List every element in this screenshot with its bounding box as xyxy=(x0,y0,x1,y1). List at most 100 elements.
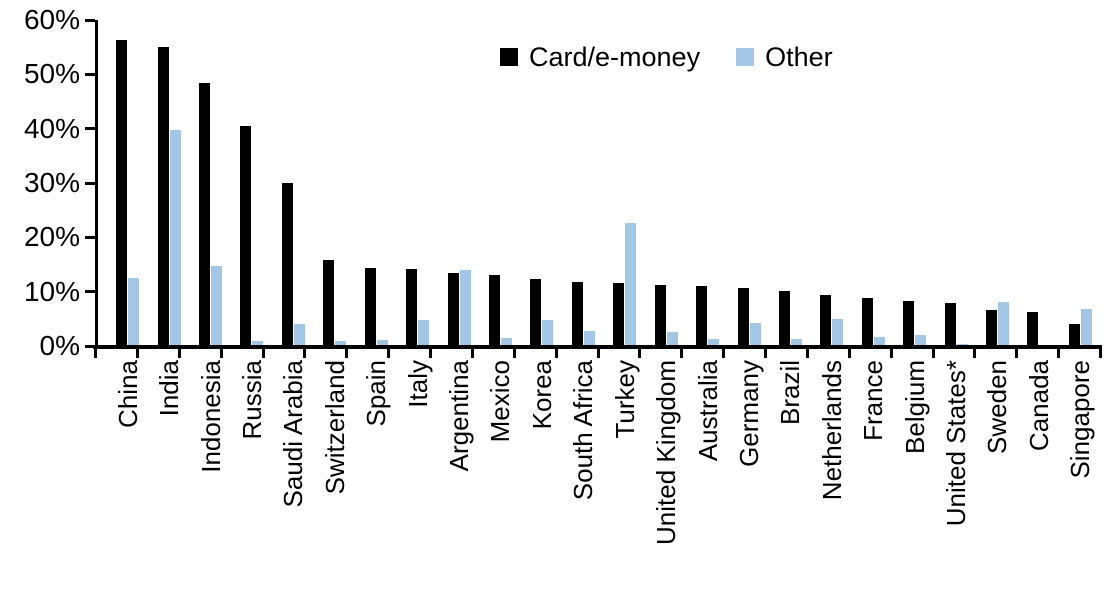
bar-group-switzerland xyxy=(314,20,355,345)
x-tick-1 xyxy=(135,345,139,358)
x-axis-label-cell-sweden: Sweden xyxy=(977,360,1018,594)
bar-card-e-money-turkey xyxy=(613,283,625,345)
bar-other-south-africa xyxy=(583,331,595,345)
bar-group-france xyxy=(853,20,894,345)
x-axis-label-sweden: Sweden xyxy=(982,360,1013,454)
y-axis-label-0: 0% xyxy=(39,330,80,361)
x-axis-label-cell-switzerland: Switzerland xyxy=(314,360,355,594)
x-axis-label-india: India xyxy=(154,360,185,417)
x-tick-23 xyxy=(1057,345,1061,358)
bar-card-e-money-korea xyxy=(530,279,542,345)
bar-card-e-money-singapore xyxy=(1068,324,1080,345)
bar-group-australia xyxy=(687,20,728,345)
y-axis-line xyxy=(95,20,98,349)
x-tick-19 xyxy=(889,345,893,358)
y-tick-40 xyxy=(85,127,95,131)
y-tick-20 xyxy=(85,235,95,239)
bar-other-australia xyxy=(708,339,720,345)
x-tick-24 xyxy=(1099,345,1102,358)
x-axis-label-cell-spain: Spain xyxy=(356,360,397,594)
x-axis-label-indonesia: Indonesia xyxy=(195,360,226,473)
x-tick-4 xyxy=(261,345,265,358)
bar-group-netherlands xyxy=(811,20,852,345)
bar-card-e-money-switzerland xyxy=(323,260,335,345)
bar-group-indonesia xyxy=(190,20,231,345)
bar-other-switzerland xyxy=(335,341,347,345)
bar-group-sweden xyxy=(977,20,1018,345)
x-axis-label-canada: Canada xyxy=(1023,360,1054,452)
bar-other-singapore xyxy=(1080,309,1092,345)
x-tick-7 xyxy=(387,345,391,358)
x-tick-20 xyxy=(931,345,935,358)
x-tick-6 xyxy=(345,345,349,358)
x-axis-label-cell-singapore: Singapore xyxy=(1060,360,1101,594)
bar-card-e-money-france xyxy=(861,298,873,345)
bar-other-germany xyxy=(749,323,761,345)
bar-other-france xyxy=(873,337,885,345)
legend-swatch-card-e-money xyxy=(500,48,518,66)
x-axis-label-netherlands: Netherlands xyxy=(816,360,847,501)
bar-group-china xyxy=(107,20,148,345)
legend-label-card-e-money: Card/e-money xyxy=(529,42,701,72)
bar-card-e-money-russia xyxy=(240,126,252,345)
x-axis-label-cell-netherlands: Netherlands xyxy=(811,360,852,594)
bar-group-brazil xyxy=(770,20,811,345)
x-tick-14 xyxy=(680,345,684,358)
x-tick-22 xyxy=(1015,345,1019,358)
bar-group-united-kingdom xyxy=(645,20,686,345)
x-axis-label-korea: Korea xyxy=(526,360,557,430)
bar-card-e-money-sweden xyxy=(986,310,998,345)
x-axis-label-cell-turkey: Turkey xyxy=(604,360,645,594)
x-axis-label-cell-argentina: Argentina xyxy=(438,360,479,594)
x-axis-label-australia: Australia xyxy=(692,360,723,462)
bar-card-e-money-germany xyxy=(737,288,749,345)
x-axis-label-cell-china: China xyxy=(107,360,148,594)
y-axis-label-20: 20% xyxy=(23,221,80,253)
bar-other-brazil xyxy=(790,339,802,345)
bar-group-mexico xyxy=(480,20,521,345)
bar-group-turkey xyxy=(604,20,645,345)
x-axis-label-china: China xyxy=(112,360,143,428)
bar-other-spain xyxy=(376,340,388,345)
x-axis-label-brazil: Brazil xyxy=(775,360,806,426)
x-axis-label-cell-indonesia: Indonesia xyxy=(190,360,231,594)
y-axis-label-30: 30% xyxy=(23,167,80,198)
y-tick-10 xyxy=(85,290,95,294)
y-tick-30 xyxy=(85,181,95,185)
bar-card-e-money-united-kingdom xyxy=(654,285,666,345)
y-axis-label-40: 40% xyxy=(23,112,80,144)
x-axis-label-cell-brazil: Brazil xyxy=(770,360,811,594)
x-tick-13 xyxy=(638,345,642,358)
y-tick-50 xyxy=(85,72,95,76)
bar-other-korea xyxy=(542,320,554,345)
x-axis-label-cell-korea: Korea xyxy=(521,360,562,594)
x-axis-label-cell-united-states-: United States* xyxy=(935,360,976,594)
y-tick-0 xyxy=(85,344,95,348)
bar-group-argentina xyxy=(438,20,479,345)
x-axis-label-cell-mexico: Mexico xyxy=(480,360,521,594)
x-axis-label-belgium: Belgium xyxy=(899,360,930,454)
bar-card-e-money-australia xyxy=(696,286,708,345)
x-tick-11 xyxy=(554,345,558,358)
x-axis-label-cell-germany: Germany xyxy=(728,360,769,594)
x-tick-5 xyxy=(303,345,307,358)
bar-group-india xyxy=(148,20,189,345)
bar-other-argentina xyxy=(459,270,471,345)
x-axis-label-france: France xyxy=(858,360,889,441)
bar-card-e-money-canada xyxy=(1027,312,1039,345)
bar-other-russia xyxy=(252,341,264,345)
bar-card-e-money-belgium xyxy=(903,301,915,345)
bar-card-e-money-indonesia xyxy=(199,83,211,345)
bar-other-china xyxy=(128,278,140,345)
x-tick-17 xyxy=(805,345,809,358)
x-tick-21 xyxy=(973,345,977,358)
x-axis-label-cell-india: India xyxy=(148,360,189,594)
bar-group-singapore xyxy=(1060,20,1101,345)
bar-other-italy xyxy=(418,320,430,345)
x-axis-label-mexico: Mexico xyxy=(485,360,516,443)
bar-card-e-money-italy xyxy=(406,269,418,345)
x-tick-9 xyxy=(470,345,474,358)
y-tick-60 xyxy=(85,18,95,22)
x-axis-label-united-states-: United States* xyxy=(941,360,972,527)
